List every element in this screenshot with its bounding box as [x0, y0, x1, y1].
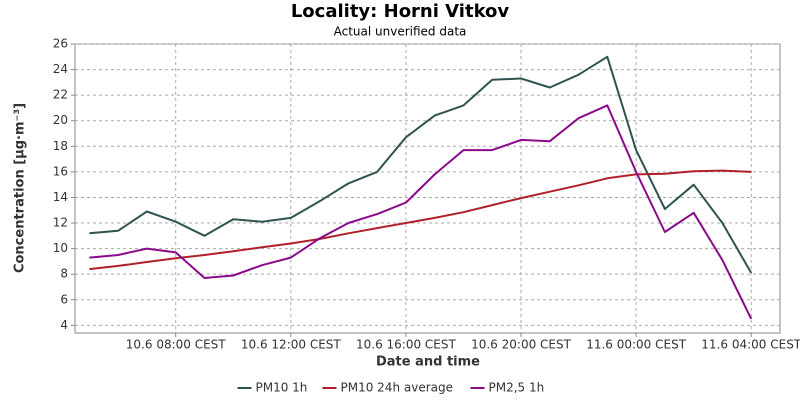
y-tick-label: 22: [53, 88, 68, 102]
x-tick-label: 10.6 08:00 CEST: [126, 338, 227, 352]
chart-subtitle: Actual unverified data: [334, 25, 467, 39]
series-line: [89, 169, 752, 271]
y-tick-label: 26: [53, 37, 68, 51]
y-tick-label: 10: [53, 241, 68, 255]
x-tick-label: 10.6 12:00 CEST: [241, 338, 342, 352]
legend-label: PM2,5 1h: [489, 381, 545, 395]
y-axis-label: Concentration [µg·m⁻³]: [13, 103, 28, 273]
y-tick-label: 16: [53, 164, 68, 178]
y-tick-label: 6: [60, 292, 68, 306]
x-tick-label: 11.6 00:00 CEST: [586, 338, 687, 352]
chart-title: Locality: Horni Vitkov: [291, 1, 510, 22]
y-tick-label: 24: [53, 62, 68, 76]
y-tick-label: 18: [53, 139, 68, 153]
legend-label: PM10 1h: [256, 381, 308, 395]
y-tick-label: 8: [60, 267, 68, 281]
y-tick-label: 4: [60, 318, 68, 332]
y-tick-label: 14: [53, 190, 68, 204]
x-tick-label: 11.6 04:00 CEST: [701, 338, 800, 352]
series-line: [89, 104, 753, 320]
x-axis-label: Date and time: [376, 355, 480, 370]
series-line: [89, 55, 753, 274]
y-tick-label: 12: [53, 216, 68, 230]
x-tick-label: 10.6 20:00 CEST: [471, 338, 572, 352]
y-tick-label: 20: [53, 113, 68, 127]
legend-label: PM10 24h average: [341, 381, 454, 395]
x-tick-label: 10.6 16:00 CEST: [356, 338, 457, 352]
plot-frame: [74, 43, 781, 334]
